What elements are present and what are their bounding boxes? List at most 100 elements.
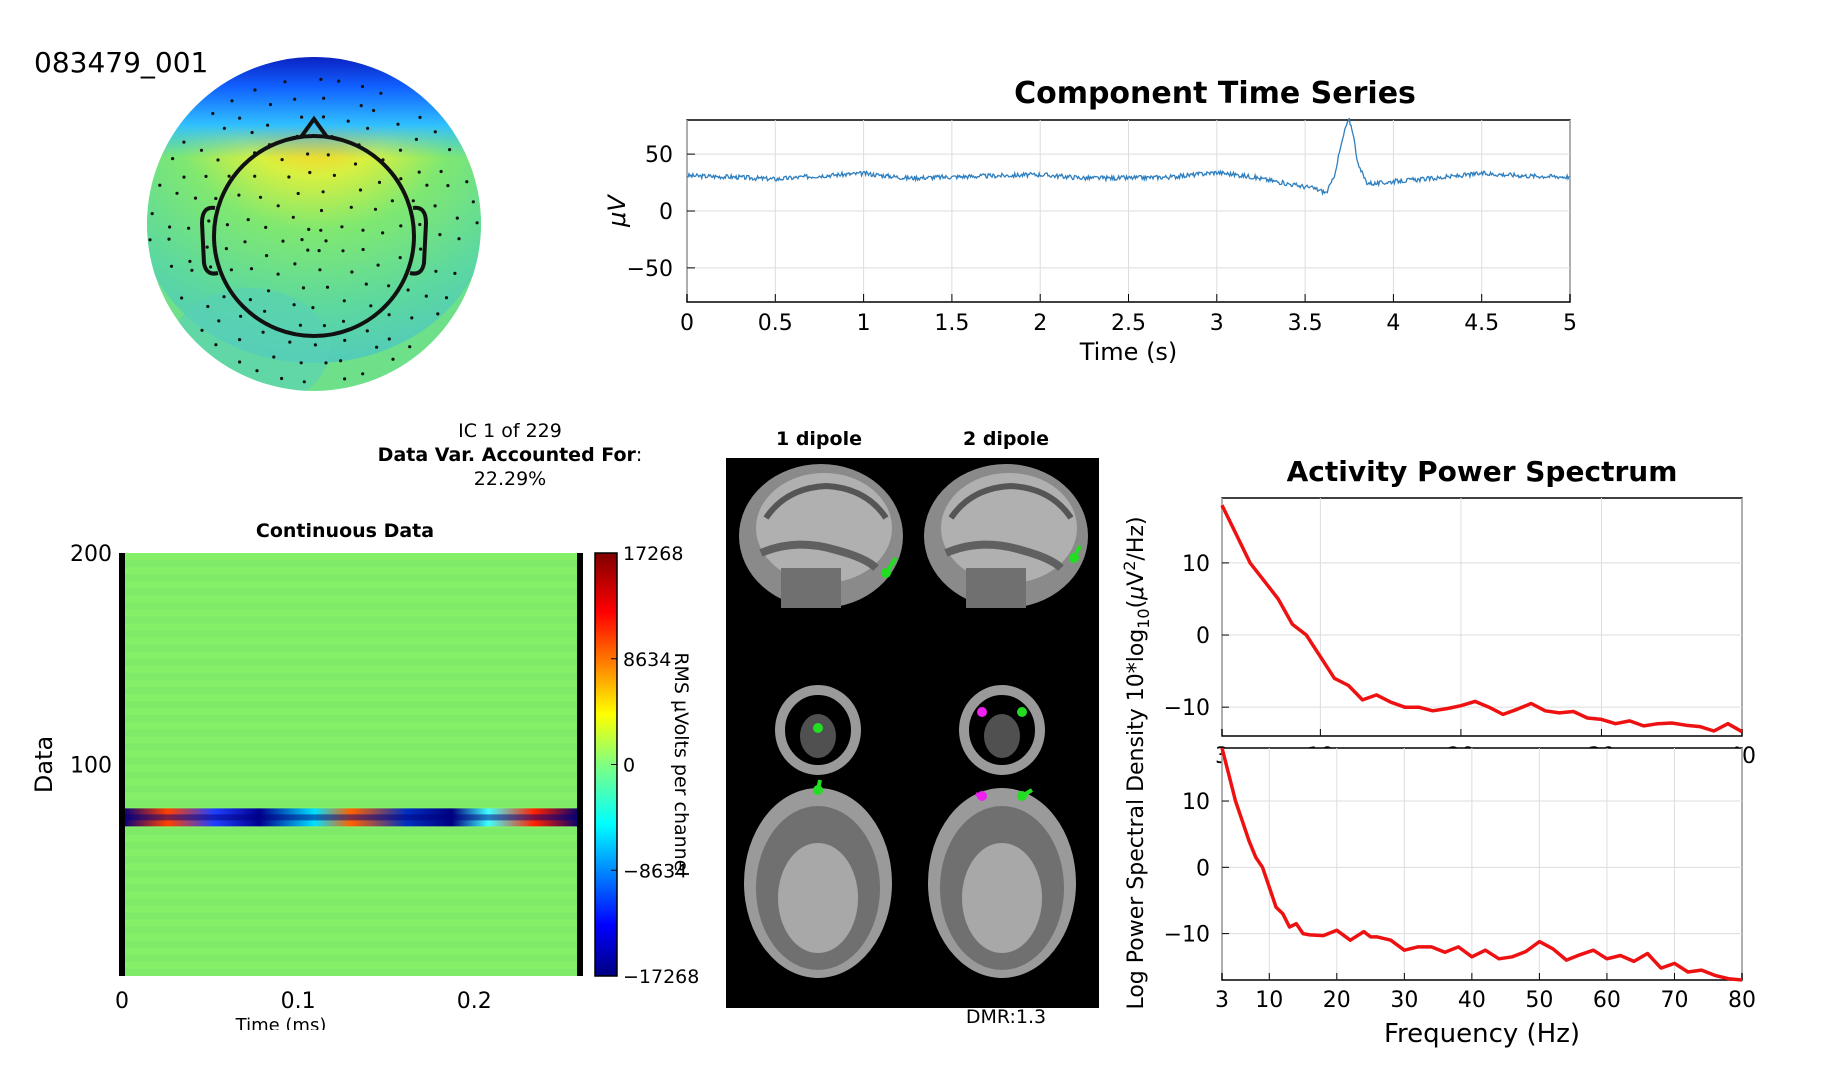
electrode-dot	[292, 303, 296, 307]
heatmap-row	[122, 623, 580, 631]
x-tick-label: 5	[1563, 311, 1577, 336]
electrode-dot	[398, 148, 403, 152]
electrode-dot	[396, 122, 400, 126]
x-axis-label: Time (ms)	[235, 1015, 327, 1030]
electrode-dot	[288, 340, 292, 344]
electrode-dot	[287, 175, 291, 179]
x-tick-label: 10	[1255, 988, 1283, 1013]
electrode-dot	[379, 91, 383, 95]
electrode-dot	[209, 265, 213, 269]
electrode-dot	[214, 196, 218, 201]
electrode-dot	[398, 256, 402, 260]
heatmap-row	[122, 905, 580, 913]
x-tick-label: 3	[1210, 311, 1224, 336]
sagittal-view-2	[924, 464, 1088, 608]
electrode-dot	[418, 115, 422, 119]
electrode-dot	[217, 319, 221, 323]
electrode-dot	[406, 288, 410, 292]
y-tick-label: 100	[70, 754, 112, 779]
heatmap-row	[122, 968, 580, 976]
heatmap-row	[122, 715, 580, 723]
y-tick-label: 50	[645, 143, 673, 168]
electrode-dot	[410, 316, 414, 320]
heatmap-row	[122, 694, 580, 702]
electrode-dot	[308, 170, 312, 175]
electrode-dot	[419, 247, 423, 251]
electrode-dot	[168, 225, 172, 229]
chart-title: Component Time Series	[1014, 76, 1416, 111]
electrode-dot	[261, 330, 265, 334]
electrode-dot	[293, 262, 297, 266]
component-trace	[686, 117, 1571, 197]
electrode-dot	[457, 237, 461, 241]
heatmap-row	[122, 933, 580, 941]
heatmap-row	[122, 785, 580, 793]
electrode-dot	[373, 207, 378, 211]
heatmap-row	[122, 849, 580, 857]
electrode-dot	[190, 268, 194, 272]
x-axis-label: Frequency (Hz)	[1384, 1019, 1580, 1049]
y-axis-label: Data	[30, 736, 58, 793]
electrode-dot	[148, 238, 152, 242]
electrode-dot	[299, 361, 303, 365]
y-tick-label: 10	[1182, 552, 1210, 577]
heatmap-row	[122, 891, 580, 899]
coronal-view-1	[775, 685, 861, 775]
electrode-dot	[255, 369, 259, 373]
heatmap-row	[122, 651, 580, 659]
electrode-dot	[346, 119, 350, 123]
electrode-dot	[293, 97, 297, 101]
electrode-dot	[475, 221, 479, 225]
electrode-dot	[365, 329, 369, 333]
electrode-dot	[361, 228, 365, 232]
spectrum-frame	[1221, 747, 1743, 981]
electrode-dot	[182, 140, 186, 144]
electrode-dot	[296, 191, 300, 196]
electrode-dot	[167, 237, 171, 241]
heatmap-row	[122, 771, 580, 779]
x-tick-label: 0.2	[457, 989, 492, 1014]
heatmap-row	[122, 637, 580, 645]
heatmap-row	[122, 679, 580, 687]
x-tick-label: 0	[680, 311, 694, 336]
electrode-dot	[253, 174, 257, 178]
electrode-dot	[349, 205, 353, 209]
heatmap-row	[122, 954, 580, 962]
electrode-dot	[433, 130, 437, 134]
electrode-dot	[249, 267, 254, 271]
electrode-dot	[471, 200, 475, 204]
electrode-dot	[448, 148, 452, 152]
electrode-dot	[204, 174, 208, 178]
spectrum-line	[1220, 747, 1743, 982]
dipole-col1-title: 1 dipole	[775, 428, 862, 450]
y-tick-label: 0	[1196, 624, 1210, 649]
x-tick-label: 0	[115, 989, 129, 1014]
electrode-dot	[424, 294, 428, 298]
electrode-dot	[246, 218, 250, 222]
electrode-dot	[417, 170, 421, 174]
electrode-dot	[375, 345, 379, 349]
x-tick-label: 1.5	[934, 311, 969, 336]
electrode-dot	[298, 323, 302, 327]
heatmap-row	[122, 750, 580, 758]
electrode-dot	[280, 376, 284, 381]
electrode-dot	[359, 104, 363, 108]
colorbar-tick-label: −8634	[623, 860, 687, 882]
electrode-dot	[341, 319, 346, 323]
heatmap-row	[122, 827, 580, 835]
heatmap-row	[122, 686, 580, 694]
heatmap-row	[122, 616, 580, 624]
colorbar-tick-label: 17268	[623, 543, 683, 565]
x-tick-label: 60	[1593, 988, 1621, 1013]
electrode-dot	[239, 314, 243, 318]
x-tick-label: 70	[1660, 988, 1688, 1013]
electrode-dot	[230, 99, 234, 103]
electrode-dot	[414, 137, 418, 141]
electrode-dot	[325, 285, 330, 289]
x-tick-label: 4	[1386, 311, 1400, 336]
heatmap-row	[122, 919, 580, 927]
electrode-dot	[211, 111, 215, 116]
electrode-dot	[266, 289, 271, 293]
heatmap-row	[122, 778, 580, 786]
electrode-dot	[399, 177, 403, 181]
